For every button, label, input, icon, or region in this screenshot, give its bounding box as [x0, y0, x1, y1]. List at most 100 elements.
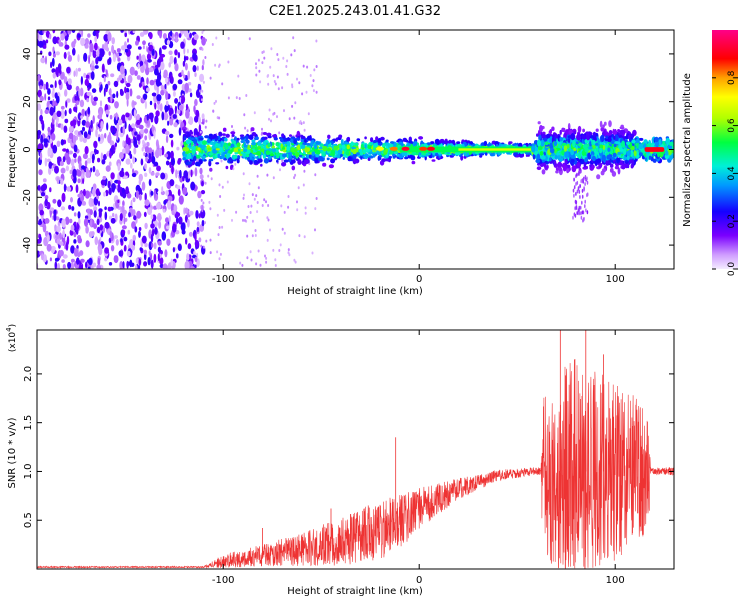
noise-cell: [75, 184, 79, 194]
noise-cell: [49, 207, 55, 212]
noise-cell: [169, 30, 173, 37]
noise-cell: [296, 77, 298, 81]
signal-cell: [461, 139, 465, 143]
noise-cell: [77, 33, 81, 38]
noise-cell: [60, 105, 65, 110]
noise-cell: [268, 117, 270, 121]
noise-cell: [105, 152, 109, 157]
scint-cell: [584, 157, 589, 162]
noise-cell: [133, 215, 137, 221]
noise-cell: [64, 118, 69, 124]
noise-cell: [122, 200, 125, 207]
noise-cell: [54, 234, 60, 240]
noise-cell: [201, 31, 204, 34]
noise-cell: [274, 82, 277, 86]
noise-cell: [52, 36, 58, 45]
noise-cell: [183, 46, 186, 55]
scint-cell: [610, 140, 615, 144]
noise-cell: [245, 94, 248, 97]
noise-cell: [188, 231, 193, 237]
noise-cell: [64, 109, 67, 117]
noise-cell: [149, 79, 155, 86]
noise-cell: [140, 158, 144, 166]
noise-cell: [141, 181, 146, 191]
signal-cell: [413, 140, 418, 146]
scint-cell: [557, 154, 561, 161]
noise-cell: [185, 109, 190, 119]
noise-cell: [68, 150, 74, 155]
noise-cell: [239, 261, 242, 265]
noise-cell: [138, 82, 142, 88]
noise-cell: [80, 87, 84, 97]
noise-cell: [246, 234, 249, 238]
noise-cell: [200, 190, 206, 195]
noise-cell: [107, 180, 111, 189]
noise-cell: [81, 108, 85, 117]
scint-cell: [627, 134, 631, 139]
signal-cell: [340, 139, 344, 145]
signal-cell: [352, 148, 357, 155]
noise-cell: [64, 185, 67, 191]
scint-cell: [638, 152, 643, 157]
noise-cell: [109, 114, 113, 120]
scint-cell: [658, 139, 662, 146]
x-tick-label: -100: [212, 274, 235, 285]
noise-cell: [246, 129, 249, 133]
noise-cell: [178, 72, 183, 78]
noise-cell: [182, 187, 188, 195]
noise-cell: [126, 44, 132, 50]
scint-cell: [584, 199, 586, 204]
noise-cell: [272, 74, 275, 78]
noise-cell: [39, 85, 43, 90]
colorbar: 0.00.20.40.60.8 Normalized spectral ampl…: [682, 30, 738, 276]
noise-cell: [58, 42, 64, 47]
noise-cell: [42, 223, 47, 233]
noise-cell: [77, 178, 81, 184]
noise-cell: [161, 186, 164, 193]
noise-cell: [186, 48, 189, 54]
signal-cell: [289, 134, 292, 137]
signal-cell: [335, 137, 338, 142]
signal-cell: [236, 137, 240, 141]
noise-cell: [86, 157, 92, 164]
noise-cell: [122, 229, 126, 235]
signal-cell: [283, 159, 289, 163]
noise-cell: [125, 158, 131, 165]
noise-cell: [104, 257, 108, 262]
noise-cell: [76, 169, 82, 177]
scint-cell: [581, 188, 584, 193]
noise-cell: [79, 99, 85, 108]
noise-cell: [172, 83, 178, 91]
signal-cell: [267, 135, 272, 139]
noise-cell: [116, 90, 119, 99]
noise-cell: [162, 263, 168, 269]
noise-cell: [117, 180, 121, 185]
noise-cell: [39, 218, 42, 223]
noise-cell: [107, 80, 111, 86]
noise-cell: [175, 212, 181, 218]
noise-cell: [85, 225, 89, 234]
noise-cell: [91, 65, 95, 71]
noise-cell: [94, 42, 98, 51]
noise-cell: [189, 254, 192, 259]
noise-cell: [42, 30, 45, 35]
noise-cell: [276, 75, 279, 79]
noise-cell: [87, 86, 90, 91]
noise-cell: [220, 159, 223, 163]
noise-cell: [39, 114, 43, 122]
noise-cell: [37, 89, 42, 98]
noise-cell: [87, 266, 91, 269]
noise-cell: [82, 178, 85, 185]
noise-cell: [288, 253, 291, 257]
colorbar-tick-label: 0.0: [727, 262, 737, 277]
signal-cell: [385, 158, 390, 162]
noise-cell: [68, 125, 74, 133]
noise-cell: [119, 170, 125, 178]
noise-cell: [144, 100, 147, 110]
signal-cell: [376, 151, 382, 156]
scint-cell: [573, 193, 575, 198]
signal-cell: [183, 147, 190, 152]
noise-cell: [150, 171, 155, 176]
noise-cell: [60, 139, 65, 146]
noise-cell: [48, 51, 52, 57]
